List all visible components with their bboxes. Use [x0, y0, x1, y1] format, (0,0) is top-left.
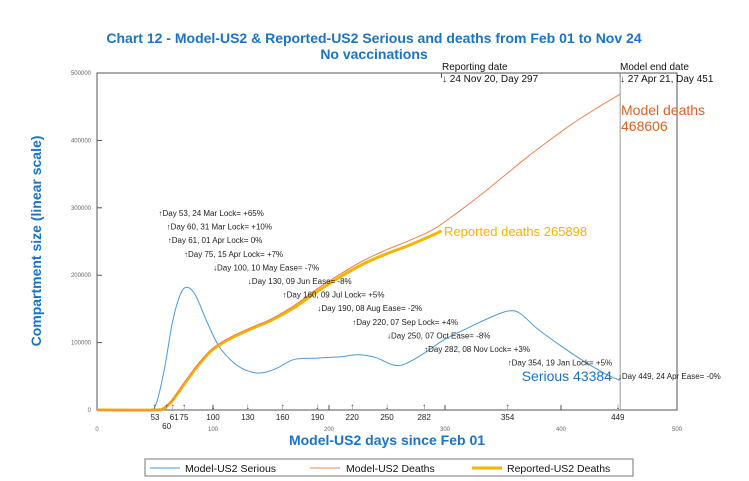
- event-tick-label: 190: [311, 413, 325, 422]
- y-tick-label: 200000: [71, 273, 92, 279]
- event-annotation: ↑Day 160, 09 Jul Lock= +5%: [283, 291, 385, 300]
- model-deaths-label: Model deaths: [621, 102, 705, 118]
- y-tick-label: 300000: [71, 206, 92, 212]
- event-arrow: ↑: [171, 402, 175, 411]
- event-arrow: ↓: [315, 402, 319, 411]
- event-annotation: ↑Day 61, 01 Apr Lock= 0%: [168, 236, 263, 245]
- event-tick-label: 61: [170, 413, 179, 422]
- x-tick-label: 300: [440, 427, 451, 433]
- event-arrow: ↑: [350, 402, 354, 411]
- event-arrow: ↑: [281, 402, 285, 411]
- event-annotation: ↓Day 449, 24 Apr Ease= -0%: [618, 372, 721, 381]
- chart-subtitle: No vaccinations: [320, 46, 428, 62]
- event-arrow: ↑: [152, 402, 156, 411]
- event-annotation: ↓Day 130, 09 Jun Ease= -8%: [248, 277, 352, 286]
- event-annotation: ↑Day 53, 24 Mar Lock= +65%: [158, 209, 263, 218]
- x-axis-label: Model-US2 days since Feb 01: [289, 432, 485, 448]
- event-annotation: ↑Day 282, 08 Nov Lock= +3%: [424, 345, 530, 354]
- event-tick-label: 220: [346, 413, 360, 422]
- event-annotation: ↓Day 190, 08 Aug Ease= -2%: [317, 304, 422, 313]
- event-tick-label: 75: [180, 413, 189, 422]
- x-tick-label: 400: [556, 427, 567, 433]
- y-tick-label: 100000: [71, 341, 92, 347]
- event-arrow: ↑: [422, 402, 426, 411]
- y-axis-label: Compartment size (linear scale): [28, 136, 44, 347]
- y-tick-label: 0: [88, 408, 92, 414]
- event-arrow: ↓: [616, 402, 620, 411]
- event-arrow: ↑: [165, 402, 169, 411]
- chart-title: Chart 12 - Model-US2 & Reported-US2 Seri…: [106, 30, 641, 46]
- event-arrow: ↓: [211, 402, 215, 411]
- reported-deaths-label: Reported deaths 265898: [444, 224, 587, 239]
- x-tick-label: 500: [672, 427, 683, 433]
- legend: Model-US2 Serious Model-US2 Deaths Repor…: [144, 458, 634, 477]
- plot-area: [96, 72, 678, 411]
- event-annotation: ↓Day 100, 10 May Ease= -7%: [213, 263, 319, 272]
- model-deaths-value: 468606: [621, 118, 668, 134]
- event-arrow: ↑: [506, 402, 510, 411]
- legend-label-reported-deaths: Reported-US2 Deaths: [507, 463, 610, 475]
- model-end-date-label: Model end date: [620, 62, 689, 73]
- reporting-date-value: ↓ 24 Nov 20, Day 297: [442, 74, 539, 85]
- event-annotation: ↑Day 220, 07 Sep Lock= +4%: [352, 318, 458, 327]
- event-arrow: ↓: [385, 402, 389, 411]
- x-tick-label: 0: [95, 427, 99, 433]
- serious-line: [96, 286, 621, 412]
- legend-label-serious: Model-US2 Serious: [185, 463, 276, 475]
- event-arrow: ↑: [182, 402, 186, 411]
- event-tick-label: 160: [276, 413, 290, 422]
- event-annotation: ↑Day 60, 31 Mar Lock= +10%: [167, 223, 272, 232]
- event-annotation: ↓Day 250, 07 Oct Ease= -8%: [387, 331, 490, 340]
- event-tick-label: 250: [380, 413, 394, 422]
- event-tick-label: 100: [206, 413, 220, 422]
- event-tick-label: 53: [151, 413, 160, 422]
- model-end-date-value: ↓ 27 Apr 21, Day 451: [620, 74, 714, 85]
- event-tick-label: 282: [417, 413, 431, 422]
- y-tick-label: 400000: [71, 138, 92, 144]
- event-tick-label: 130: [241, 413, 255, 422]
- event-annotation: ↑Day 75, 15 Apr Lock= +7%: [184, 250, 283, 259]
- reporting-date-label: Reporting date: [442, 62, 508, 73]
- x-tick-label: 200: [324, 427, 335, 433]
- x-tick-label: 100: [208, 427, 219, 433]
- event-annotation: ↑Day 354, 19 Jan Lock= +5%: [508, 359, 613, 368]
- event-tick-label: 354: [501, 413, 515, 422]
- event-tick-label: 60: [162, 422, 171, 431]
- serious-label: Serious 43384: [522, 368, 613, 384]
- legend-label-model-deaths: Model-US2 Deaths: [346, 463, 435, 475]
- model-deaths-line: [96, 93, 621, 411]
- event-arrow: ↓: [246, 402, 250, 411]
- event-tick-label: 449: [611, 413, 625, 422]
- y-tick-label: 500000: [71, 71, 92, 77]
